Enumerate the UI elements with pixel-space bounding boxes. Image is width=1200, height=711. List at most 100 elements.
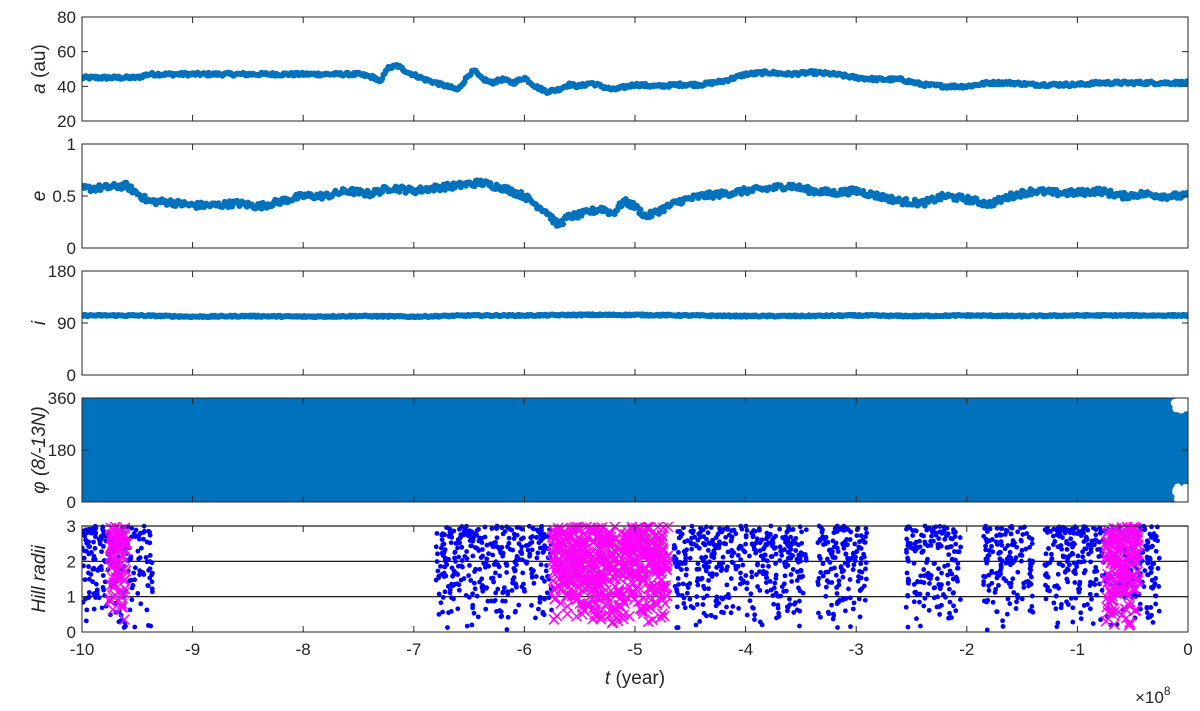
encounter-dot <box>1149 565 1154 571</box>
encounter-dot <box>480 547 485 552</box>
encounter-dot <box>835 625 840 630</box>
encounter-dot <box>997 556 1003 562</box>
encounter-dot <box>1094 568 1100 574</box>
encounter-dot <box>747 553 752 559</box>
encounter-dot <box>680 581 686 587</box>
encounter-dot <box>732 586 738 591</box>
encounter-dot <box>1152 581 1158 587</box>
encounter-dot <box>858 561 864 567</box>
encounter-dot <box>799 540 805 546</box>
encounter-dot <box>831 544 837 550</box>
encounter-dot <box>754 572 759 578</box>
encounter-dot <box>87 544 92 550</box>
encounter-dot <box>864 530 870 536</box>
encounter-dot <box>1059 602 1064 607</box>
encounter-dot <box>838 526 843 532</box>
encounter-dot <box>922 595 928 601</box>
encounter-dot <box>986 583 992 589</box>
encounter-dot <box>442 547 448 553</box>
encounter-dot <box>1087 606 1093 612</box>
encounter-dot <box>682 605 688 611</box>
encounter-dot <box>953 541 959 547</box>
encounter-dot <box>456 554 462 560</box>
encounter-dot <box>857 539 862 545</box>
encounter-dot <box>796 574 802 580</box>
encounter-dot <box>436 591 442 597</box>
y-tick-label: 0.5 <box>52 187 76 206</box>
encounter-dot <box>836 578 842 584</box>
encounter-dot <box>918 623 923 629</box>
encounter-dot <box>1019 548 1025 553</box>
encounter-dot <box>149 586 155 592</box>
encounter-dot <box>983 543 988 549</box>
encounter-dot <box>863 576 869 582</box>
encounter-dot <box>462 554 468 559</box>
encounter-dot <box>477 579 482 585</box>
encounter-dot <box>99 605 105 611</box>
encounter-dot <box>947 568 953 574</box>
encounter-dot <box>149 572 155 578</box>
encounter-dot <box>1078 616 1084 622</box>
encounter-dot <box>529 602 534 608</box>
encounter-dot <box>1028 562 1033 567</box>
encounter-dot <box>498 614 504 620</box>
encounter-dot <box>851 600 857 606</box>
encounter-dot <box>825 609 831 615</box>
encounter-dot <box>86 564 91 569</box>
encounter-dot <box>985 597 991 603</box>
encounter-dot <box>838 564 844 569</box>
encounter-dot <box>787 602 793 607</box>
encounter-dot <box>676 582 682 587</box>
encounter-dot <box>1019 553 1025 558</box>
encounter-dot <box>768 587 774 593</box>
encounter-dot <box>1085 602 1090 607</box>
encounter-dot <box>492 597 498 603</box>
encounter-dot <box>542 596 547 602</box>
encounter-dot <box>695 537 701 543</box>
encounter-dot <box>682 560 688 566</box>
encounter-dot <box>843 608 848 614</box>
encounter-dot <box>1092 582 1098 587</box>
encounter-dot <box>727 532 732 538</box>
encounter-dot <box>87 576 92 582</box>
encounter-dot <box>1093 532 1099 538</box>
encounter-dot <box>129 585 135 591</box>
encounter-dot <box>818 614 823 620</box>
encounter-dot <box>672 583 678 589</box>
encounter-dot <box>1027 558 1033 563</box>
encounter-dot <box>912 541 918 547</box>
encounter-dot <box>1152 593 1158 599</box>
encounter-dot <box>1019 558 1024 564</box>
encounter-dot <box>763 541 769 547</box>
panel-frame <box>81 270 1189 376</box>
y-axis-label: φ (8/-13N) <box>29 406 50 493</box>
encounter-dot <box>766 563 771 569</box>
encounter-dot <box>1053 606 1059 612</box>
encounter-dot <box>1066 541 1072 547</box>
encounter-dot <box>728 576 734 581</box>
encounter-dot <box>785 562 791 568</box>
encounter-dot <box>772 580 778 586</box>
encounter-dot <box>486 563 492 569</box>
encounter-dot <box>1053 593 1059 599</box>
encounter-dot <box>509 588 515 593</box>
encounter-dot <box>743 573 749 578</box>
encounter-dot <box>478 555 484 560</box>
encounter-dot <box>1029 603 1035 609</box>
encounter-dot <box>143 555 149 560</box>
encounter-dot <box>84 530 90 536</box>
encounter-dot <box>829 580 835 585</box>
close-encounter-x-mark <box>638 592 650 604</box>
encounter-dot <box>1091 525 1096 531</box>
encounter-dot <box>544 563 549 568</box>
close-encounter-x-mark <box>116 552 128 564</box>
encounter-dot <box>506 535 512 541</box>
encounter-dot <box>919 532 924 538</box>
encounter-dot <box>531 568 536 574</box>
encounter-dot <box>1099 587 1105 593</box>
encounter-dot <box>488 541 493 547</box>
encounter-dot <box>471 610 477 616</box>
encounter-dot <box>903 604 909 610</box>
y-tick-label: 0 <box>67 493 76 512</box>
